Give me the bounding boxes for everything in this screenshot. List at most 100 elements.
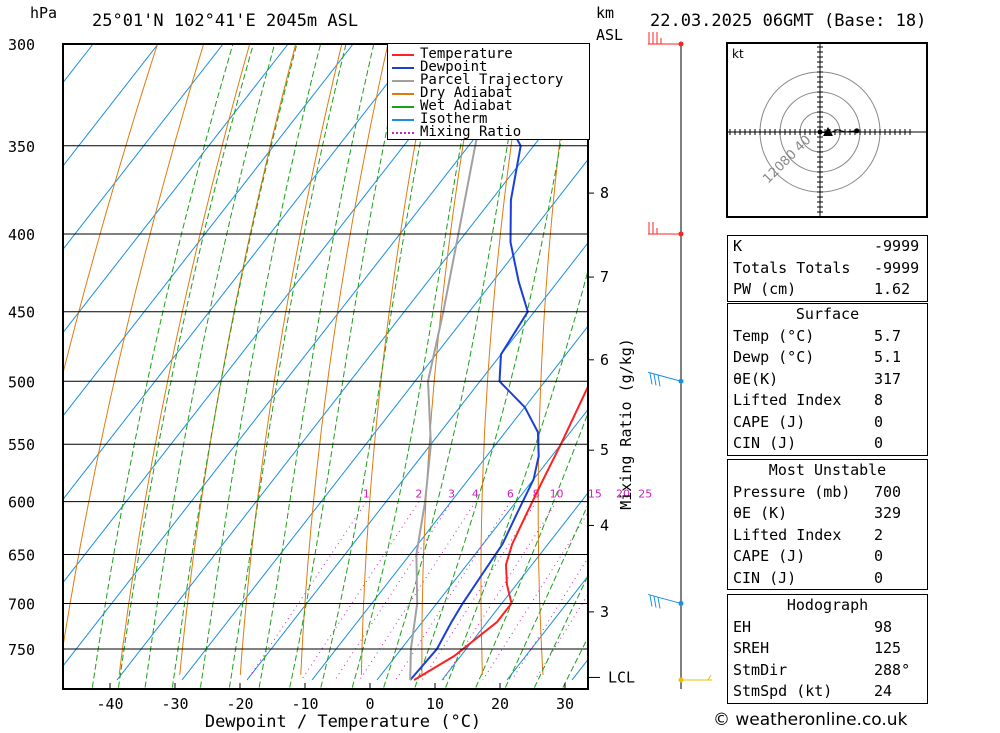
row-value: 2 bbox=[874, 525, 884, 544]
pressure-tick-label: 700 bbox=[8, 595, 35, 613]
isotherm-line bbox=[181, 158, 588, 681]
mixing-ratio-line bbox=[511, 556, 588, 681]
x-tick-label: -20 bbox=[226, 695, 253, 713]
row-value: 5.1 bbox=[874, 348, 902, 366]
row-label: θE(K) bbox=[733, 369, 779, 388]
row-label: SREH bbox=[733, 639, 770, 657]
wind-barb-flag bbox=[653, 374, 657, 386]
table-row: θE(K) 317 bbox=[728, 369, 927, 391]
isotherm-line bbox=[63, 44, 289, 334]
legend-label: Temperature bbox=[420, 46, 513, 62]
section-title: Surface bbox=[795, 305, 860, 323]
table-row: SREH 125 bbox=[728, 638, 927, 660]
wind-barb-staff bbox=[647, 371, 682, 382]
storm-motion-marker bbox=[823, 127, 833, 136]
mixing-ratio-label: 3 bbox=[448, 488, 455, 501]
row-label: StmSpd (kt) bbox=[733, 682, 833, 700]
table-row: PW (cm) 1.62 bbox=[728, 279, 927, 301]
km-tick-label: 4 bbox=[600, 516, 609, 534]
table-row: Temp (°C) 5.7 bbox=[728, 326, 927, 348]
table-row: CIN (J) 0 bbox=[728, 568, 927, 590]
mixing-ratio-line bbox=[534, 593, 588, 681]
isotherm-line bbox=[246, 242, 588, 681]
legend-label: Dewpoint bbox=[420, 59, 488, 75]
row-value: 288° bbox=[874, 660, 911, 679]
km-tick-label: 6 bbox=[600, 351, 609, 369]
row-label: Pressure (mb) bbox=[733, 482, 851, 501]
row-label: StmDir bbox=[733, 660, 788, 679]
wet-adiabat-line bbox=[475, 411, 588, 688]
isotherm-line bbox=[63, 44, 419, 501]
legend-swatch bbox=[392, 132, 414, 134]
mixing-ratio-label: 1 bbox=[363, 488, 370, 501]
isotherm-line bbox=[63, 44, 484, 584]
row-label: Temp (°C) bbox=[733, 326, 815, 345]
row-value: 98 bbox=[874, 617, 893, 636]
chart-legend: Temperature Dewpoint Parcel Trajectory D… bbox=[387, 43, 590, 140]
wet-adiabat-line bbox=[118, 44, 254, 688]
wet-adiabat-line bbox=[171, 44, 298, 688]
wind-barbs bbox=[647, 32, 712, 689]
row-label: Dewp (°C) bbox=[733, 348, 815, 366]
isobars bbox=[63, 43, 588, 650]
dry-adiabat-line bbox=[941, 44, 1000, 675]
credit-link[interactable]: © weatheronline.co.uk bbox=[713, 710, 908, 730]
legend-swatch bbox=[392, 80, 414, 82]
wind-barb-flag bbox=[653, 596, 657, 608]
wet-adiabat-line bbox=[200, 44, 322, 688]
row-value: 24 bbox=[874, 682, 893, 700]
legend-swatch bbox=[392, 67, 414, 69]
asl-label: ASL bbox=[596, 26, 624, 44]
mixing-ratio-label: 20 bbox=[616, 488, 630, 501]
table-row: CAPE (J) 0 bbox=[728, 412, 927, 434]
wind-barb-flag bbox=[657, 375, 661, 387]
mixing-ratio-label: 10 bbox=[550, 488, 564, 501]
km-label: km bbox=[596, 4, 615, 22]
table-row: EH 98 bbox=[728, 617, 927, 639]
row-label: CAPE (J) bbox=[733, 412, 806, 431]
mixing-ratio-label: 4 bbox=[472, 488, 479, 501]
wet-adiabat-line bbox=[320, 44, 440, 688]
wet-adiabat-line bbox=[445, 268, 588, 688]
mixing-ratio-line bbox=[246, 501, 367, 681]
hodograph-ring-label: 40 bbox=[792, 133, 814, 155]
mixing-ratio-label: 2 bbox=[415, 488, 422, 501]
hodograph-point bbox=[817, 129, 823, 135]
wind-barb-flag bbox=[649, 595, 653, 607]
row-value: 8 bbox=[874, 391, 884, 409]
row-label: Lifted Index bbox=[733, 391, 842, 409]
dry-adiabat-line bbox=[63, 44, 158, 376]
km-tick-label: 7 bbox=[600, 268, 609, 286]
table-row: θE (K) 329 bbox=[728, 503, 927, 525]
row-value: 700 bbox=[874, 482, 902, 501]
pressure-tick-label: 550 bbox=[8, 436, 35, 454]
legend-swatch bbox=[392, 106, 414, 108]
table-row: Totals Totals -9999 bbox=[728, 258, 927, 280]
isotherm-line bbox=[63, 44, 354, 417]
km-tick-label: 8 bbox=[600, 184, 609, 202]
mixing-ratio-label: 15 bbox=[588, 488, 602, 501]
location-title: 25°01'N 102°41'E 2045m ASL bbox=[92, 11, 359, 31]
wet-adiabat-line bbox=[228, 44, 347, 688]
datetime-title: 22.03.2025 06GMT (Base: 18) bbox=[650, 11, 927, 31]
row-label: CIN (J) bbox=[733, 434, 797, 452]
row-label: θE (K) bbox=[733, 504, 788, 522]
row-value: -9999 bbox=[874, 258, 920, 277]
x-tick-label: -10 bbox=[291, 695, 318, 713]
section-title: Most Unstable bbox=[768, 461, 887, 479]
dry-adiabat-line bbox=[118, 44, 251, 675]
table-row: StmSpd (kt) 24 bbox=[728, 681, 927, 703]
row-label: CAPE (J) bbox=[733, 547, 806, 565]
row-label: CIN (J) bbox=[733, 568, 797, 587]
row-value: 5.7 bbox=[874, 326, 902, 345]
row-value: 1.62 bbox=[874, 280, 911, 298]
legend-swatch bbox=[392, 93, 414, 95]
hodograph-panel: kt 40 80 120 bbox=[726, 41, 928, 223]
table-row: StmDir 288° bbox=[728, 660, 927, 682]
wet-adiabat-line bbox=[383, 44, 526, 688]
hodograph-table: Hodograph EH 98 SREH 125 StmDir 288° StmSpd… bbox=[727, 594, 928, 704]
legend-label: Parcel Trajectory bbox=[420, 72, 564, 88]
x-axis-label: Dewpoint / Temperature (°C) bbox=[205, 712, 481, 732]
wet-adiabat-line bbox=[144, 44, 276, 688]
